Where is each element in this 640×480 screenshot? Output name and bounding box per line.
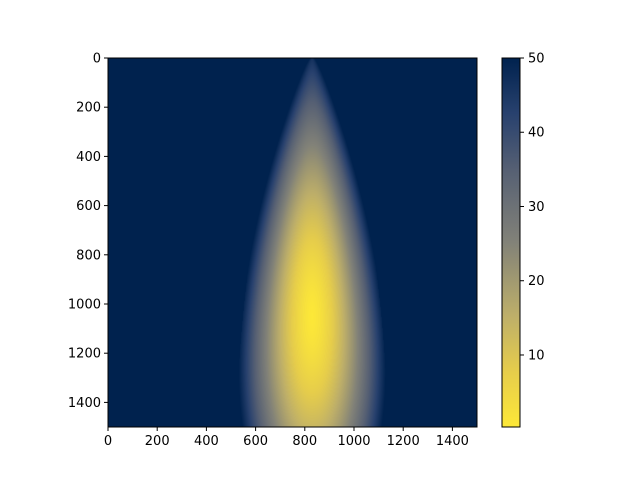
colorbar-tick-label-40: 40 [528, 126, 545, 141]
colorbar-tick-label-20: 20 [528, 274, 545, 289]
colorbar-tick-label-50: 50 [528, 52, 545, 67]
y-tick-label-1400: 1400 [68, 396, 101, 411]
y-tick-label-1000: 1000 [68, 298, 101, 313]
plot-area [108, 58, 477, 427]
colorbar-tick-label-10: 10 [528, 348, 545, 363]
x-tick-label-1000: 1000 [337, 434, 370, 449]
y-tick-label-1200: 1200 [68, 347, 101, 362]
y-tick-label-600: 600 [76, 199, 101, 214]
x-tick-label-400: 400 [194, 434, 219, 449]
y-tick-label-800: 800 [76, 248, 101, 263]
y-tick-label-400: 400 [76, 150, 101, 165]
heatmap-image [108, 58, 477, 427]
colorbar-axis: 10 20 30 40 50 [520, 52, 545, 364]
x-tick-label-1200: 1200 [387, 434, 420, 449]
y-tick-label-0: 0 [93, 52, 101, 67]
x-tick-label-800: 800 [292, 434, 317, 449]
colorbar-fill [502, 58, 520, 427]
x-tick-label-600: 600 [243, 434, 268, 449]
y-axis: 0 200 400 600 800 1000 1200 1400 [68, 52, 108, 411]
x-tick-label-1400: 1400 [436, 434, 469, 449]
colorbar: 10 20 30 40 50 [502, 52, 545, 428]
x-axis: 0 200 400 600 800 1000 1200 1400 [104, 427, 469, 449]
colorbar-tick-label-30: 30 [528, 200, 545, 215]
y-tick-label-200: 200 [76, 101, 101, 116]
x-tick-label-200: 200 [145, 434, 170, 449]
x-tick-label-0: 0 [104, 434, 112, 449]
